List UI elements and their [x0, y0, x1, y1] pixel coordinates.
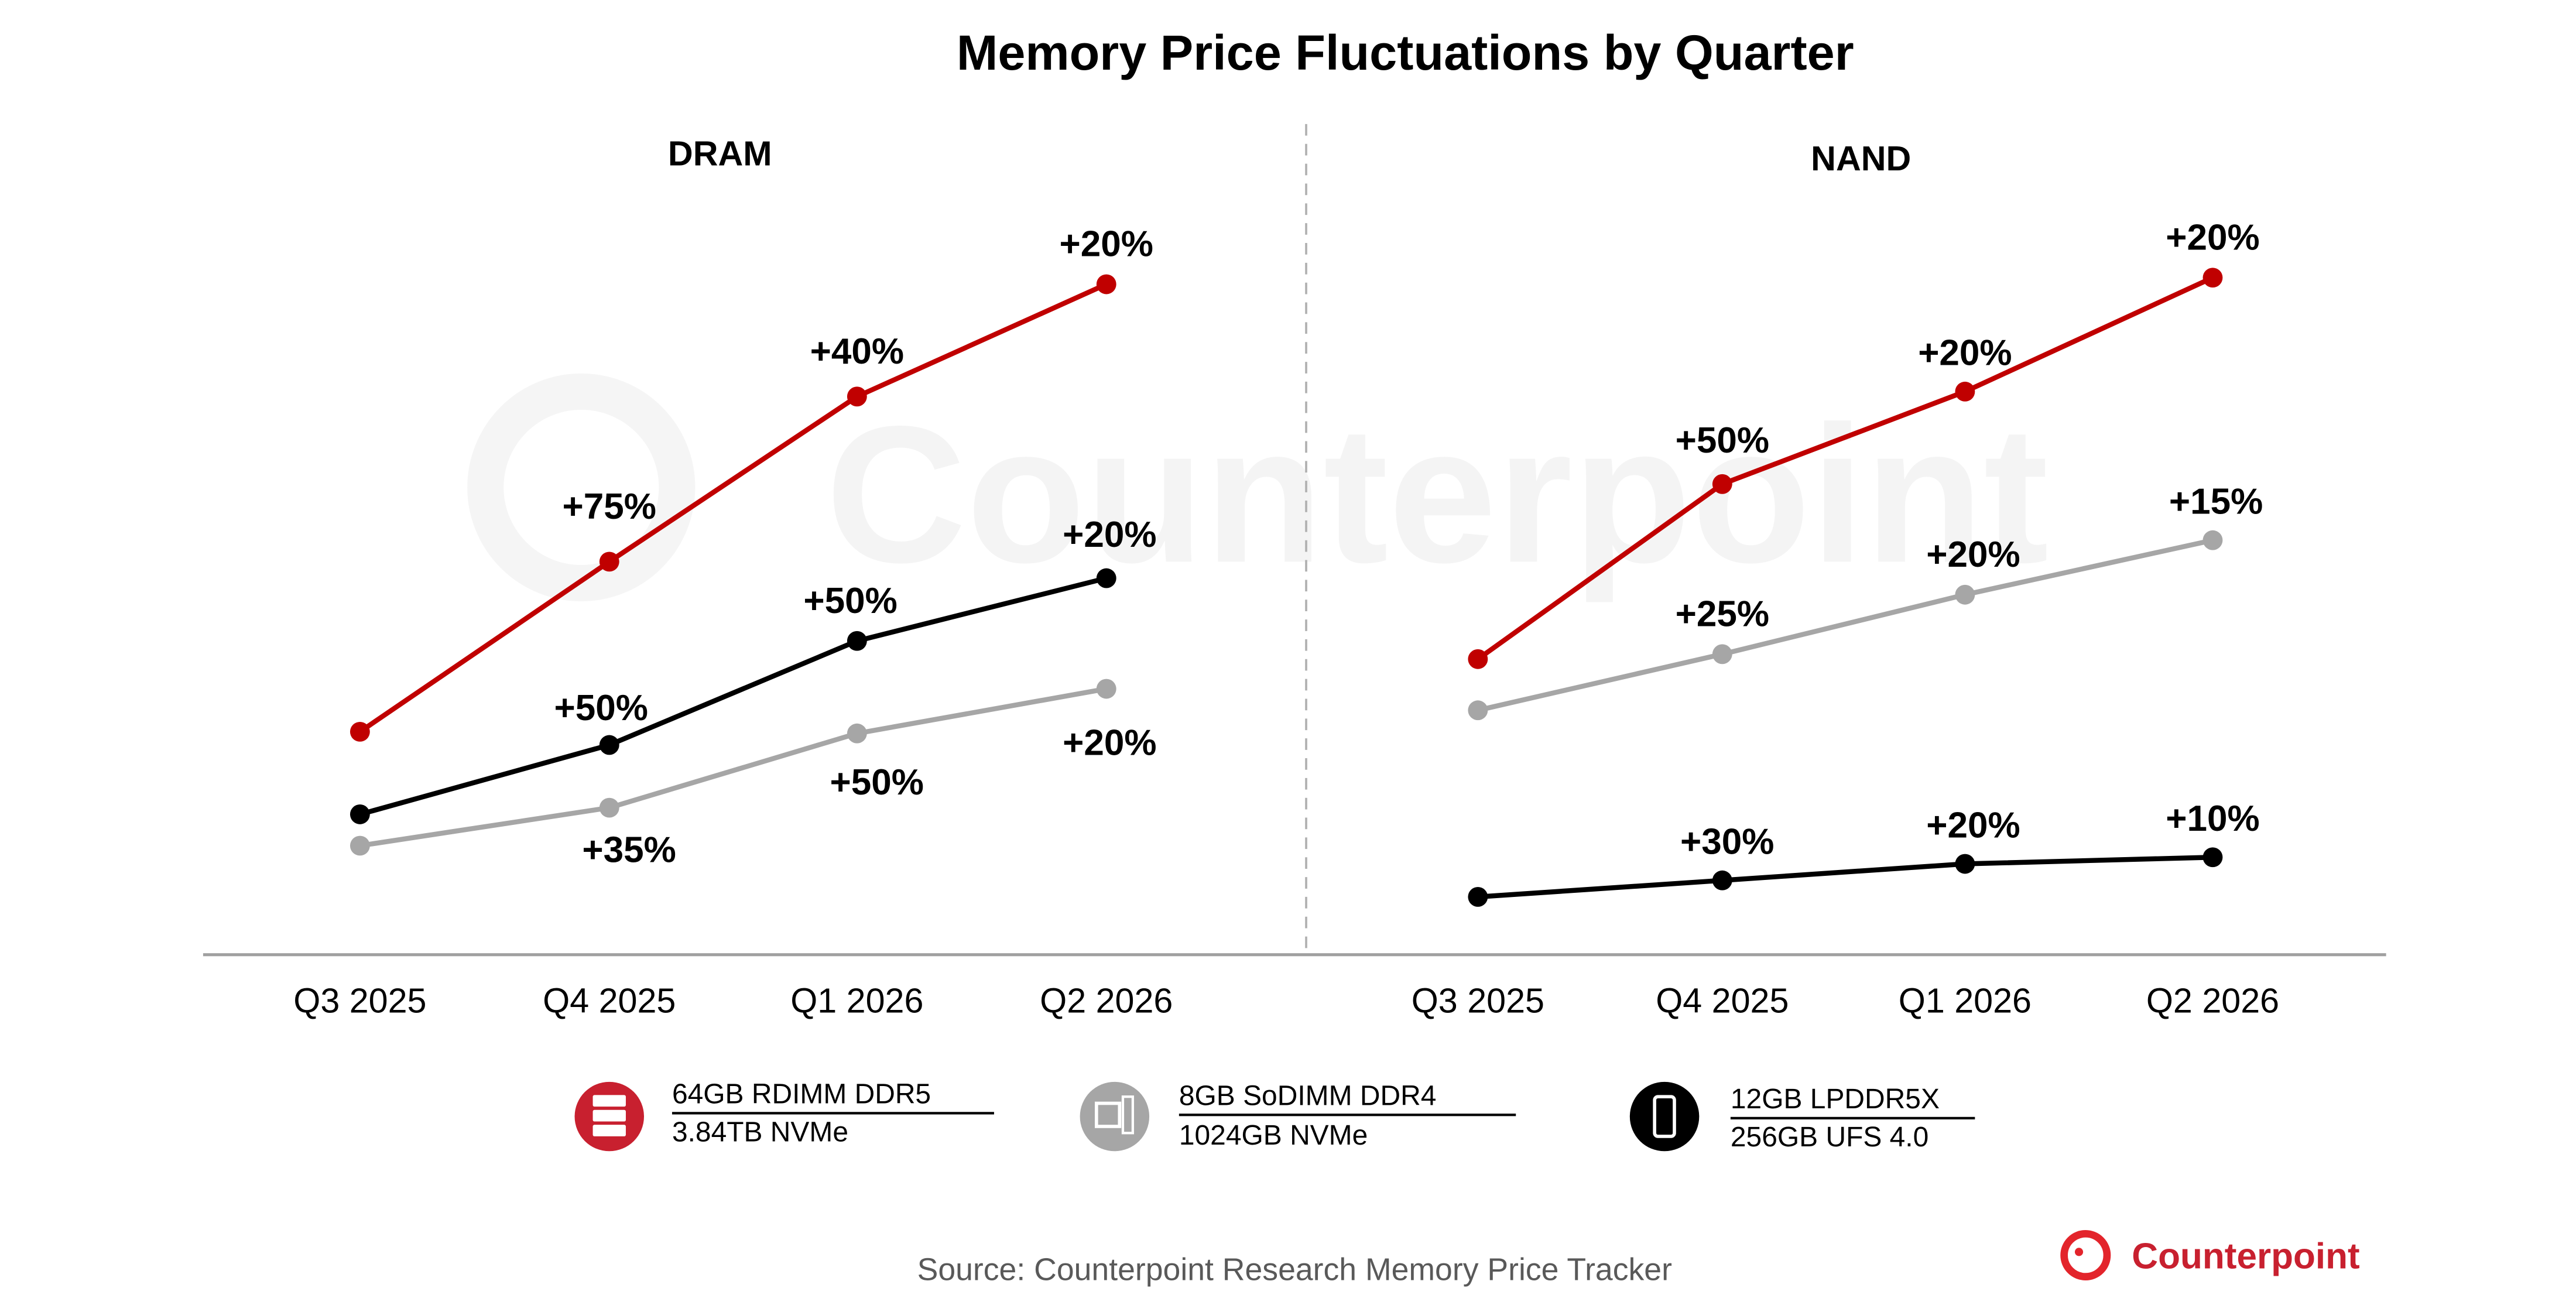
plot-area: +75% +40% +20% +50% +50% +20% +35% +50% +20% +50%…: [350, 217, 2263, 907]
data-point: [1096, 679, 1116, 699]
data-point: [1096, 568, 1116, 588]
data-label: +40%: [810, 331, 904, 372]
data-point: [1712, 644, 1732, 665]
data-point: [1955, 381, 1975, 402]
data-label: +25%: [1676, 594, 1769, 634]
data-point: [847, 631, 867, 651]
data-point: [1468, 700, 1488, 721]
x-tick-label: Q4 2025: [543, 981, 676, 1020]
watermark: Counterpoint: [467, 373, 2049, 604]
data-point: [2202, 530, 2223, 550]
data-label: +75%: [563, 487, 656, 527]
legend: 64GB RDIMM DDR5 3.84TB NVMe 8GB SoDIMM D…: [574, 1079, 1975, 1153]
data-point: [350, 721, 370, 742]
data-point: [1955, 854, 1975, 874]
data-label: +20%: [2166, 217, 2259, 258]
series-line: [1478, 855, 2213, 900]
smartphone-icon: [1629, 1081, 1700, 1152]
x-tick-label: Q2 2026: [1040, 981, 1173, 1020]
data-label: +50%: [803, 581, 897, 621]
legend-item-lpddr5x: 12GB LPDDR5X 256GB UFS 4.0: [1629, 1081, 1975, 1153]
x-tick-labels: Q3 2025 Q4 2025 Q1 2026 Q2 2026 Q3 2025 …: [293, 981, 2279, 1020]
data-label: +50%: [830, 762, 923, 803]
legend-item-ddr4: 8GB SoDIMM DDR4 1024GB NVMe: [1080, 1080, 1516, 1152]
data-point: [2202, 847, 2223, 868]
data-label: +20%: [1926, 535, 2020, 575]
x-tick-label: Q2 2026: [2146, 981, 2279, 1020]
x-tick-label: Q4 2025: [1656, 981, 1789, 1020]
data-label: +20%: [1060, 224, 1153, 265]
data-label: +20%: [1063, 515, 1156, 555]
data-point: [1955, 584, 1975, 605]
legend-line1: 12GB LPDDR5X: [1731, 1084, 1940, 1115]
panel-title-nand: NAND: [1811, 139, 1911, 178]
data-point: [1712, 870, 1732, 890]
data-label: +15%: [2169, 482, 2263, 522]
data-point: [847, 723, 867, 744]
series-line: [359, 686, 1107, 848]
x-tick-label: Q1 2026: [790, 981, 923, 1020]
legend-item-ddr5: 64GB RDIMM DDR5 3.84TB NVMe: [574, 1079, 994, 1152]
legend-line2: 3.84TB NVMe: [672, 1116, 848, 1148]
data-point: [1468, 887, 1488, 907]
x-tick-label: Q3 2025: [293, 981, 426, 1020]
counterpoint-logo: Counterpoint: [2060, 1229, 2360, 1280]
legend-line1: 8GB SoDIMM DDR4: [1179, 1080, 1437, 1111]
data-label: +20%: [1926, 805, 2020, 845]
data-point: [350, 835, 370, 856]
data-point: [599, 735, 619, 755]
data-label: +20%: [1063, 722, 1156, 763]
data-point: [350, 804, 370, 824]
data-label: +50%: [554, 688, 648, 728]
legend-line1: 64GB RDIMM DDR5: [672, 1079, 931, 1110]
series-line: [1477, 537, 2214, 713]
x-tick-label: Q1 2026: [1899, 981, 2032, 1020]
data-label: +50%: [1676, 420, 1769, 461]
data-label: +10%: [2166, 799, 2259, 839]
data-point: [2202, 268, 2223, 288]
data-point: [1468, 649, 1488, 669]
data-label: +30%: [1680, 822, 1774, 862]
series-line: [358, 282, 1108, 734]
x-tick-label: Q3 2025: [1412, 981, 1544, 1020]
data-label: +20%: [1918, 333, 2012, 374]
watermark-text: Counterpoint: [825, 385, 2049, 604]
desktop-pc-icon: [1080, 1081, 1150, 1152]
panel-title-dram: DRAM: [668, 133, 772, 173]
data-point: [599, 552, 619, 572]
source-note: Source: Counterpoint Research Memory Pri…: [917, 1252, 1672, 1287]
counterpoint-logo-icon: [2060, 1229, 2111, 1280]
data-point: [1712, 474, 1732, 494]
legend-line2: 256GB UFS 4.0: [1731, 1122, 1928, 1153]
data-point: [599, 797, 619, 818]
series-line: [359, 576, 1107, 817]
series-line: [1476, 275, 2214, 662]
data-label: +35%: [582, 830, 676, 871]
logo-text: Counterpoint: [2132, 1237, 2359, 1277]
data-point: [847, 386, 867, 407]
chart-title: Memory Price Fluctuations by Quarter: [957, 25, 1854, 80]
legend-line2: 1024GB NVMe: [1179, 1120, 1368, 1151]
data-point: [1096, 274, 1116, 294]
